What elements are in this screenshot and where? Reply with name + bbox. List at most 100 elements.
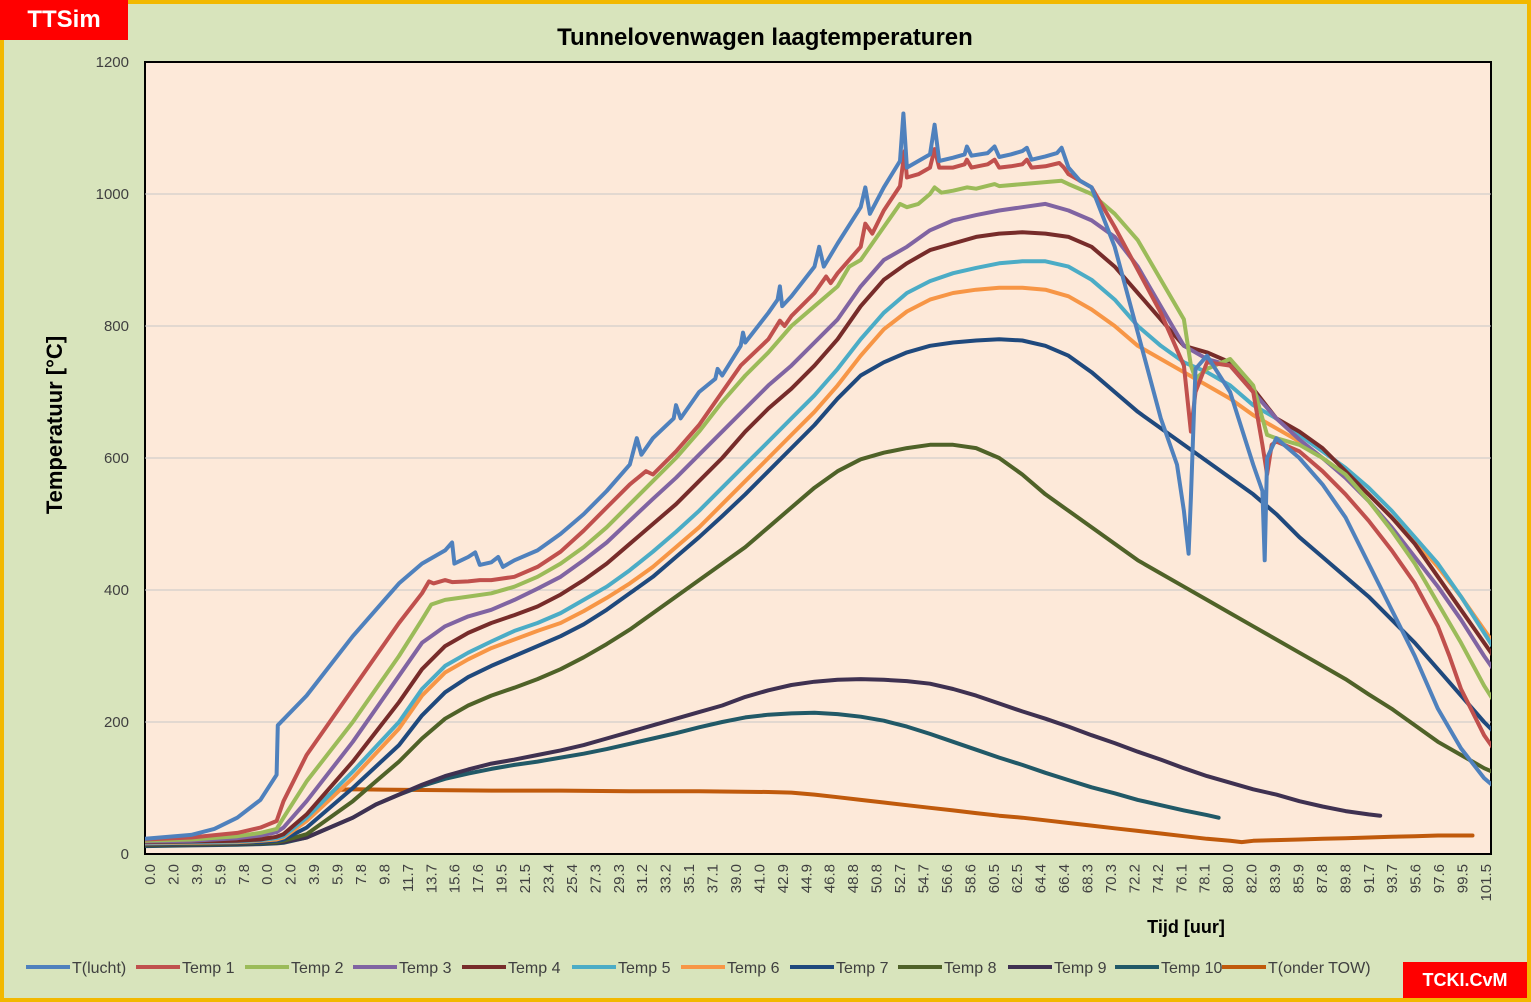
x-tick-label: 97.6	[1431, 864, 1448, 893]
x-tick-label: 31.2	[634, 864, 651, 893]
x-tick-label: 25.4	[564, 864, 581, 893]
x-tick-label: 29.3	[611, 864, 628, 893]
x-tick-label: 7.8	[236, 864, 253, 885]
series-line	[145, 442, 1491, 847]
x-tick-label: 50.8	[869, 864, 886, 893]
legend-label: T(lucht)	[72, 960, 126, 977]
x-tick-label: 52.7	[892, 864, 909, 893]
y-tick-label: 1200	[96, 54, 129, 71]
legend-label: Temp 2	[291, 960, 344, 977]
x-tick-label: 48.8	[845, 864, 862, 893]
x-tick-label: 0.0	[142, 864, 159, 885]
legend-label: Temp 5	[618, 960, 671, 977]
plot-area: 0 200 400 600 800 1000 1200 0.0 2.0 3.9 5.9 7.8 0.0 2…	[96, 54, 1495, 902]
x-tick-label: 72.2	[1126, 864, 1143, 893]
x-tick-label: 17.6	[470, 864, 487, 893]
x-tick-label: 42.9	[775, 864, 792, 893]
x-tick-label: 58.6	[962, 864, 979, 893]
chart-title: Tunnelovenwagen laagtemperaturen	[557, 24, 973, 51]
legend-item: Temp 5	[572, 960, 671, 977]
x-tick-label: 91.7	[1361, 864, 1378, 893]
legend-label: Temp 1	[182, 960, 235, 977]
x-tick-label: 62.5	[1009, 864, 1026, 893]
x-tick-label: 19.5	[494, 864, 511, 893]
y-tick-label: 400	[104, 582, 129, 599]
legend-item: T(onder TOW)	[1222, 960, 1371, 977]
series-line	[145, 230, 1491, 845]
legend-label: Temp 10	[1161, 960, 1222, 977]
x-tick-label: 85.9	[1290, 864, 1307, 893]
legend: T(lucht) Temp 1 Temp 2 Temp 3 Temp 4 Temp 5 Te…	[26, 960, 1371, 977]
x-tick-label: 64.4	[1033, 864, 1050, 893]
y-tick-label: 0	[121, 846, 129, 863]
legend-label: Temp 4	[508, 960, 561, 977]
x-tick-label: 21.5	[517, 864, 534, 893]
x-tick-label: 37.1	[705, 864, 722, 893]
legend-item: T(lucht)	[26, 960, 126, 977]
legend-item: Temp 3	[353, 960, 452, 977]
legend-item: Temp 8	[898, 960, 997, 977]
legend-item: Temp 4	[462, 960, 561, 977]
y-tick-label: 1000	[96, 186, 129, 203]
x-tick-label: 3.9	[189, 864, 206, 885]
x-tick-label: 2.0	[283, 864, 300, 885]
brand-badge: TTSim	[0, 0, 128, 40]
x-tick-label: 101.5	[1478, 864, 1495, 902]
legend-item: Temp 9	[1008, 960, 1107, 977]
x-tick-label: 27.3	[587, 864, 604, 893]
legend-item: Temp 1	[136, 960, 235, 977]
series-line	[145, 111, 1491, 841]
legend-label: T(onder TOW)	[1268, 960, 1371, 977]
x-tick-label: 0.0	[259, 864, 276, 885]
x-tick-label: 82.0	[1244, 864, 1261, 893]
x-tick-label: 33.2	[658, 864, 675, 893]
x-tick-label: 87.8	[1314, 864, 1331, 893]
x-tick-label: 39.0	[728, 864, 745, 893]
y-tick-label: 600	[104, 450, 129, 467]
x-tick-label: 35.1	[681, 864, 698, 893]
x-tick-label: 60.5	[986, 864, 1003, 893]
x-tick-label: 74.2	[1150, 864, 1167, 893]
x-tick-label: 93.7	[1384, 864, 1401, 893]
x-tick-label: 5.9	[212, 864, 229, 885]
legend-item: Temp 2	[245, 960, 344, 977]
x-tick-label: 2.0	[165, 864, 182, 885]
x-axis-label: Tijd [uur]	[1147, 917, 1225, 937]
footer-tag: TCKI.CvM	[1403, 962, 1527, 998]
x-tick-label: 54.7	[915, 864, 932, 893]
x-tick-label: 80.0	[1220, 864, 1237, 893]
legend-item: Temp 7	[790, 960, 889, 977]
legend-item: Temp 6	[681, 960, 780, 977]
x-tick-label: 46.8	[822, 864, 839, 893]
y-tick-label: 200	[104, 714, 129, 731]
x-tick-label: 76.1	[1173, 864, 1190, 893]
series-line	[145, 259, 1491, 845]
x-tick-label: 68.3	[1080, 864, 1097, 893]
x-tick-label: 56.6	[939, 864, 956, 893]
series-line	[145, 178, 1491, 843]
legend-label: Temp 3	[399, 960, 452, 977]
x-tick-label: 7.8	[353, 864, 370, 885]
x-tick-label: 89.8	[1337, 864, 1354, 893]
x-tick-label: 44.9	[798, 864, 815, 893]
x-tick-label: 9.8	[376, 864, 393, 885]
legend-label: Temp 8	[944, 960, 997, 977]
x-tick-label: 5.9	[330, 864, 347, 885]
legend-label: Temp 6	[727, 960, 780, 977]
legend-label: Temp 9	[1054, 960, 1107, 977]
legend-label: Temp 7	[836, 960, 889, 977]
x-tick-label: 66.4	[1056, 864, 1073, 893]
series-line	[145, 337, 1491, 847]
legend-item: Temp 10	[1115, 960, 1222, 977]
x-tick-label: 70.3	[1103, 864, 1120, 893]
series-line	[145, 677, 1383, 848]
x-tick-label: 41.0	[751, 864, 768, 893]
x-tick-label: 3.9	[306, 864, 323, 885]
x-tick-label: 83.9	[1267, 864, 1284, 893]
x-tick-label: 78.1	[1197, 864, 1214, 893]
y-tick-label: 800	[104, 318, 129, 335]
x-tick-label: 99.5	[1455, 864, 1472, 893]
x-tick-label: 11.7	[400, 864, 417, 892]
x-tick-label: 23.4	[540, 864, 557, 893]
